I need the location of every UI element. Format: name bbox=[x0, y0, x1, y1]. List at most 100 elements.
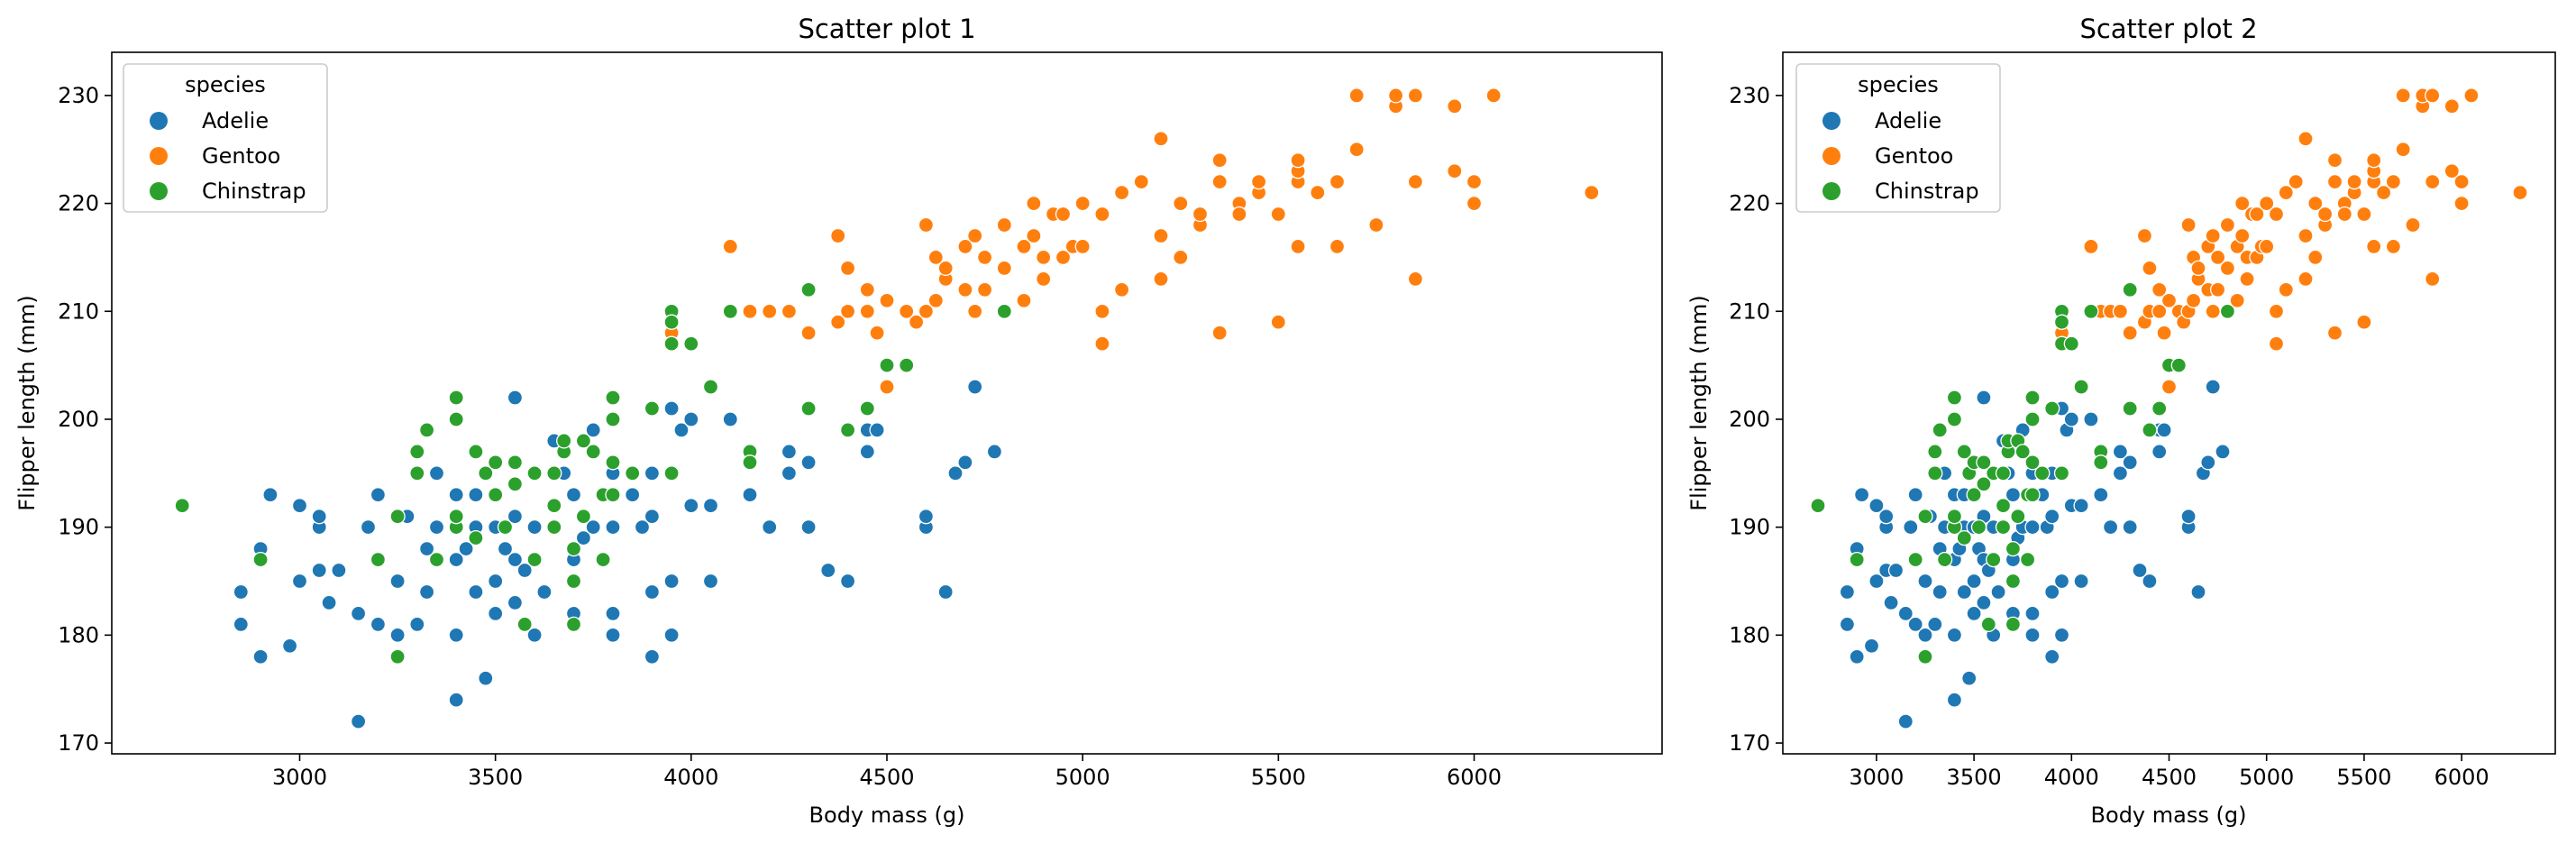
point-chinstrap bbox=[1849, 551, 1865, 568]
point-adelie bbox=[2063, 411, 2079, 427]
point-gentoo bbox=[1348, 142, 1365, 158]
point-chinstrap bbox=[2073, 379, 2089, 395]
point-gentoo bbox=[2444, 163, 2460, 179]
x-tick-label: 6000 bbox=[1447, 765, 1502, 790]
point-gentoo bbox=[1447, 98, 1463, 115]
point-adelie bbox=[1868, 573, 1885, 590]
point-gentoo bbox=[2268, 335, 2285, 352]
point-gentoo bbox=[1348, 87, 1365, 104]
point-chinstrap bbox=[2083, 303, 2099, 319]
y-tick-label: 200 bbox=[1729, 407, 1770, 432]
point-chinstrap bbox=[800, 400, 817, 417]
point-adelie bbox=[644, 465, 661, 482]
point-gentoo bbox=[2366, 152, 2382, 169]
point-adelie bbox=[478, 670, 494, 686]
point-adelie bbox=[957, 454, 973, 471]
point-adelie bbox=[233, 616, 249, 633]
point-gentoo bbox=[2151, 303, 2168, 319]
point-gentoo bbox=[2346, 173, 2362, 190]
point-adelie bbox=[2200, 454, 2216, 471]
y-tick-label: 200 bbox=[58, 407, 99, 432]
point-adelie bbox=[526, 627, 543, 643]
point-adelie bbox=[683, 411, 699, 427]
point-adelie bbox=[2093, 487, 2109, 503]
point-chinstrap bbox=[1995, 465, 2012, 482]
point-gentoo bbox=[2234, 195, 2251, 212]
point-adelie bbox=[1946, 692, 1963, 708]
point-gentoo bbox=[967, 303, 983, 319]
point-gentoo bbox=[2425, 271, 2441, 288]
point-adelie bbox=[1932, 583, 1948, 601]
point-adelie bbox=[291, 573, 308, 590]
point-adelie bbox=[625, 487, 641, 503]
legend-label-gentoo: Gentoo bbox=[202, 143, 280, 169]
x-ticks: 3000 3500 4000 4500 5000 5500 6000 bbox=[1849, 754, 2489, 790]
point-adelie bbox=[800, 518, 817, 536]
point-adelie bbox=[281, 638, 298, 654]
point-gentoo bbox=[2142, 260, 2158, 277]
point-adelie bbox=[702, 573, 719, 590]
point-gentoo bbox=[2307, 249, 2324, 266]
point-adelie bbox=[663, 573, 680, 590]
scatter-plot-1: Scatter plot 1 3000 3500 4000 4500 5000 5500 6… bbox=[14, 14, 1663, 828]
point-chinstrap bbox=[2024, 390, 2041, 406]
point-chinstrap bbox=[2010, 509, 2026, 525]
point-adelie bbox=[2180, 509, 2197, 525]
point-adelie bbox=[389, 627, 406, 643]
point-chinstrap bbox=[1956, 529, 1972, 546]
point-gentoo bbox=[2278, 184, 2294, 201]
y-ticks: 170 180 190 200 210 220 230 bbox=[58, 83, 112, 756]
point-chinstrap bbox=[516, 616, 533, 633]
point-chinstrap bbox=[2005, 540, 2022, 557]
point-chinstrap bbox=[252, 551, 269, 568]
legend: species Adelie Gentoo Chinstrap bbox=[1795, 63, 2001, 213]
point-gentoo bbox=[918, 303, 935, 319]
point-gentoo bbox=[2425, 87, 2441, 104]
point-chinstrap bbox=[2044, 400, 2060, 417]
point-adelie bbox=[967, 379, 983, 395]
point-adelie bbox=[370, 487, 387, 503]
point-chinstrap bbox=[1995, 498, 2012, 514]
point-gentoo bbox=[2307, 195, 2324, 212]
point-gentoo bbox=[2425, 173, 2441, 190]
point-gentoo bbox=[1036, 271, 1052, 288]
point-chinstrap bbox=[605, 454, 621, 471]
legend-label-gentoo: Gentoo bbox=[1875, 143, 1953, 169]
point-chinstrap bbox=[1927, 465, 1943, 482]
point-gentoo bbox=[2239, 271, 2255, 288]
point-adelie bbox=[1839, 616, 1856, 633]
point-gentoo bbox=[918, 216, 935, 234]
x-tick-label: 3000 bbox=[1849, 765, 1904, 790]
point-chinstrap bbox=[2014, 444, 2031, 460]
legend-label-adelie: Adelie bbox=[1875, 108, 1941, 133]
point-chinstrap bbox=[1927, 444, 1943, 460]
point-adelie bbox=[762, 518, 778, 536]
point-gentoo bbox=[996, 216, 1012, 234]
point-chinstrap bbox=[879, 357, 895, 373]
point-gentoo bbox=[1016, 292, 1032, 308]
point-adelie bbox=[2102, 518, 2119, 536]
point-chinstrap bbox=[1907, 551, 1923, 568]
point-adelie bbox=[1956, 583, 1972, 601]
point-gentoo bbox=[1192, 206, 1209, 223]
point-gentoo bbox=[1055, 249, 1072, 266]
point-adelie bbox=[722, 411, 738, 427]
point-gentoo bbox=[1310, 184, 1326, 201]
point-adelie bbox=[1946, 627, 1963, 643]
point-gentoo bbox=[869, 325, 885, 341]
point-gentoo bbox=[996, 260, 1012, 277]
point-adelie bbox=[262, 487, 279, 503]
point-gentoo bbox=[2366, 238, 2382, 255]
point-adelie bbox=[1907, 487, 1923, 503]
point-gentoo bbox=[1074, 238, 1091, 255]
point-adelie bbox=[448, 692, 464, 708]
point-adelie bbox=[350, 605, 367, 622]
point-gentoo bbox=[967, 227, 983, 244]
point-gentoo bbox=[762, 303, 778, 319]
point-chinstrap bbox=[2122, 400, 2138, 417]
point-adelie bbox=[2073, 498, 2089, 514]
point-adelie bbox=[839, 573, 856, 590]
y-tick-label: 210 bbox=[58, 298, 99, 324]
point-gentoo bbox=[1133, 173, 1149, 190]
